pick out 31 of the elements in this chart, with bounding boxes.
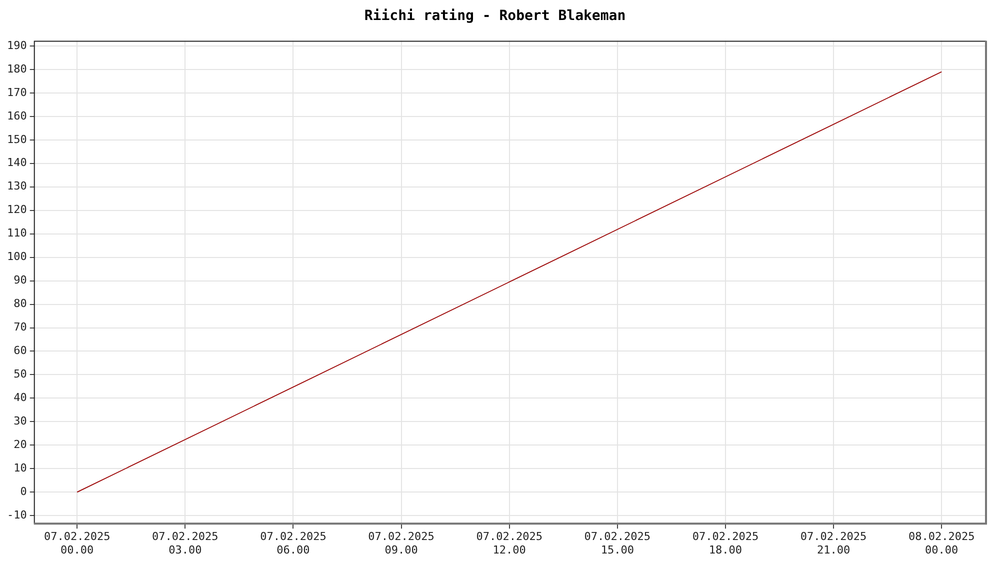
y-tick-label: 60 xyxy=(14,344,27,358)
y-tick-label: 20 xyxy=(14,438,27,452)
y-tick-label: 120 xyxy=(6,203,27,216)
y-tick-label: 10 xyxy=(14,462,27,475)
y-tick-label: 110 xyxy=(6,226,27,240)
x-tick-label: 07.02.2025 09.00 xyxy=(368,530,434,556)
x-tick-label: 07.02.2025 12.00 xyxy=(476,530,542,556)
y-tick-label: 30 xyxy=(14,414,27,428)
x-tick-label: 07.02.2025 00.00 xyxy=(44,530,110,556)
y-tick-label: 190 xyxy=(6,38,27,52)
x-tick-label: 07.02.2025 18.00 xyxy=(692,530,759,556)
y-tick-label: -10 xyxy=(6,508,27,522)
x-tick-label: 08.02.2025 00.00 xyxy=(908,530,975,556)
y-tick-label: 80 xyxy=(14,297,27,310)
chart-title: Riichi rating - Robert Blakeman xyxy=(364,8,626,24)
y-tick-label: 70 xyxy=(14,320,27,334)
y-tick-label: 140 xyxy=(6,156,27,170)
x-tick-label: 07.02.2025 15.00 xyxy=(584,530,651,556)
y-tick-label: 150 xyxy=(6,132,27,146)
y-tick-label: 180 xyxy=(6,62,27,76)
y-tick-label: 160 xyxy=(6,109,27,122)
y-tick-label: 90 xyxy=(14,274,27,287)
y-tick-label: 100 xyxy=(6,250,27,264)
x-tick-label: 07.02.2025 06.00 xyxy=(260,530,326,556)
y-tick-label: 50 xyxy=(14,368,27,381)
y-tick-label: 130 xyxy=(6,180,27,193)
y-tick-label: 40 xyxy=(14,391,27,404)
x-tick-label: 07.02.2025 03.00 xyxy=(152,530,218,556)
y-tick-label: 170 xyxy=(6,86,27,99)
y-tick-label: 0 xyxy=(20,484,27,498)
x-tick-label: 07.02.2025 21.00 xyxy=(800,530,867,556)
